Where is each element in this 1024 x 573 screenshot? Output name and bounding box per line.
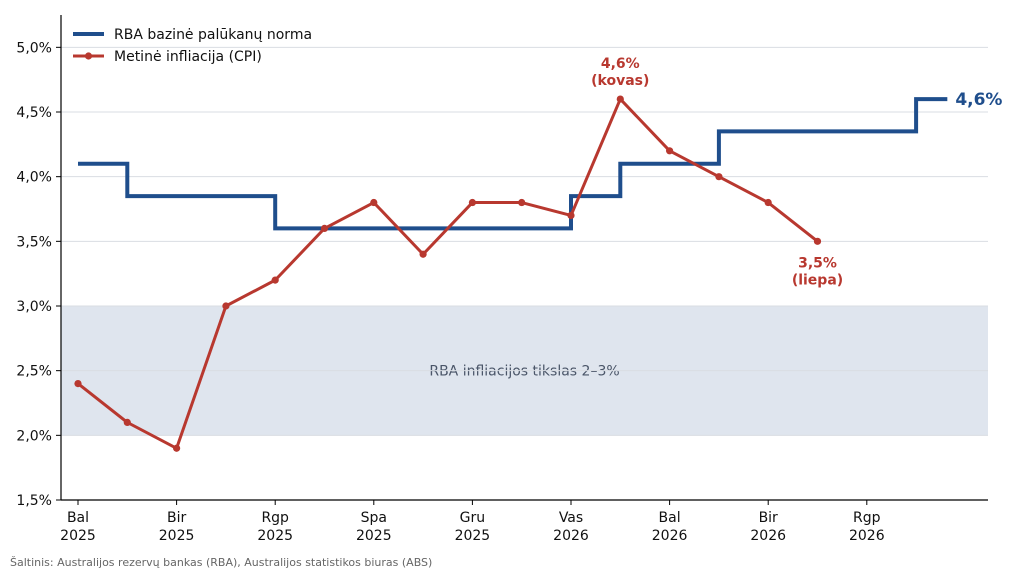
axis-layer: 1,5% 2,0% 2,5% 3,0% 3,5% 4,0% 4,5% 5,0% Bal 2025 B… bbox=[16, 15, 988, 544]
legend-item: Metinė infliacija (CPI) bbox=[73, 49, 262, 65]
y-tick-label: 5,0% bbox=[16, 40, 52, 56]
legend: RBA bazinė palūkanų norma Metinė infliaci… bbox=[73, 27, 312, 65]
y-tick-label: 2,0% bbox=[16, 428, 52, 444]
y-tick-label: 3,0% bbox=[16, 299, 52, 315]
y-tick-label: 3,5% bbox=[16, 234, 52, 250]
cpi-point bbox=[518, 198, 526, 207]
policy-rate-step-line bbox=[78, 97, 948, 231]
cpi-point bbox=[419, 250, 427, 258]
x-tick-label: Bir 2025 bbox=[159, 510, 195, 544]
y-tick-label: 1,5% bbox=[16, 493, 52, 509]
legend-label: Metinė infliacija (CPI) bbox=[114, 49, 262, 65]
cpi-point bbox=[468, 198, 476, 207]
cpi-point bbox=[74, 380, 82, 388]
legend-item: RBA bazinė palūkanų norma bbox=[73, 27, 312, 43]
x-tick-label: Gru 2025 bbox=[455, 510, 491, 544]
x-tick-label: Bal 2025 bbox=[60, 510, 96, 544]
x-tick-label: Rgp 2026 bbox=[849, 510, 885, 544]
x-tick-label: Spa 2025 bbox=[356, 510, 392, 544]
cpi-point bbox=[715, 173, 723, 181]
y-tick-label: 4,0% bbox=[16, 170, 52, 186]
legend-marker bbox=[84, 52, 93, 60]
cpi-point bbox=[271, 276, 279, 284]
target-band-label: RBA infliacijos tikslas 2–3% bbox=[429, 364, 619, 380]
cpi-point bbox=[567, 211, 575, 220]
series-layer bbox=[74, 95, 948, 452]
cpi-line bbox=[77, 97, 819, 450]
cpi-point bbox=[616, 95, 624, 103]
cpi-point bbox=[370, 198, 378, 207]
cpi-point bbox=[666, 147, 674, 155]
cpi-point bbox=[173, 444, 181, 452]
annotation-label: 4,6% bbox=[955, 90, 1002, 110]
y-tick-label: 2,5% bbox=[16, 364, 52, 380]
x-tick-label: Vas 2026 bbox=[553, 510, 589, 544]
x-tick-label: Bir 2026 bbox=[750, 510, 786, 544]
cpi-point bbox=[764, 198, 772, 207]
annotation-label: 4,6% (kovas) bbox=[591, 56, 649, 89]
y-tick-label: 4,5% bbox=[16, 105, 52, 121]
annotation-label: 3,5% (liepa) bbox=[792, 255, 843, 288]
legend-label: RBA bazinė palūkanų norma bbox=[114, 27, 312, 43]
cpi-point bbox=[813, 237, 822, 245]
cpi-point bbox=[222, 302, 230, 310]
grid-layer bbox=[61, 46, 988, 436]
x-tick-label: Rgp 2025 bbox=[257, 510, 293, 544]
cpi-point bbox=[123, 418, 131, 426]
annotation-layer: 4,6% (kovas) 3,5% (liepa) 4,6% bbox=[591, 56, 1002, 288]
x-tick-label: Bal 2026 bbox=[652, 510, 688, 544]
cpi-point bbox=[320, 224, 329, 232]
source-note: Šaltinis: Australijos rezervų bankas (RB… bbox=[10, 556, 433, 569]
